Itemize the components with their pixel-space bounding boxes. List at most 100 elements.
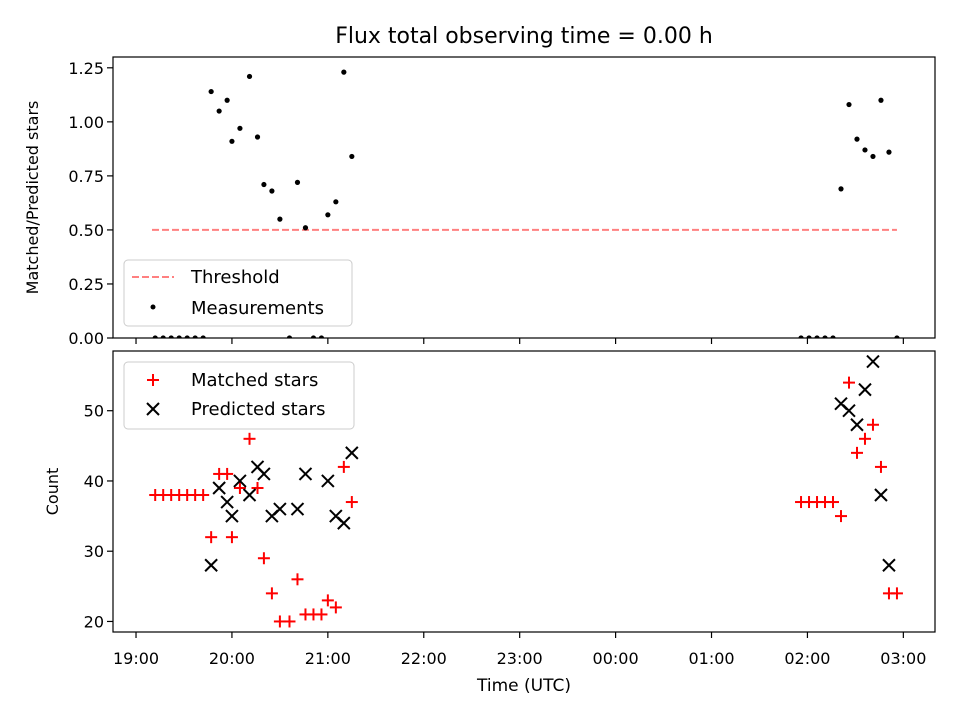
predicted-legend-marker [146, 402, 160, 416]
ratio-y-tick-label: 0.25 [68, 275, 104, 294]
predicted-star-point-b [250, 460, 265, 474]
predicted-star-point [882, 558, 896, 572]
predicted-star-point [242, 488, 257, 502]
ratio-plot-area: 0.00 0.25 0.50 0.75 1.00 1.25 [68, 56, 936, 348]
measurement-point [894, 335, 900, 338]
predicted-star-point [858, 382, 872, 397]
matched-star-point [251, 481, 264, 494]
matched-star-point [337, 460, 350, 473]
count-legend-box [123, 361, 355, 430]
predicted-star-point [220, 495, 234, 509]
matched-star-point [345, 496, 358, 509]
x-tick-label: 19:00 [113, 649, 159, 668]
predicted-star-point [850, 418, 864, 432]
matched-star-point [265, 587, 278, 600]
count-frame [112, 350, 936, 633]
measurement-point [277, 216, 283, 222]
predicted-star-point [257, 467, 271, 481]
predicted-star-point-b [290, 502, 305, 516]
predicted-star-point-b [858, 382, 872, 397]
x-tick-label: 01:00 [688, 649, 734, 668]
measurement-point [224, 97, 230, 103]
ratio-legend: Threshold Measurements [123, 259, 353, 327]
measurement-point [806, 335, 812, 338]
ratio-panel: 0.00 0.25 0.50 0.75 1.00 1.25 Matched/Predict… [23, 56, 936, 348]
ratio-markers [152, 69, 900, 338]
measurement-point [830, 335, 836, 338]
matched-star-point [890, 587, 903, 600]
predicted-star-point-b [321, 474, 335, 488]
measurement-point [192, 335, 198, 338]
measurement-point [886, 149, 892, 155]
matched-legend-marker [147, 374, 159, 386]
ratio-y-tick-label: 0.50 [68, 221, 104, 240]
count-panel: 20 30 40 50 Count Matched stars Predicted s… [43, 350, 936, 638]
x-tick-label: 03:00 [880, 649, 926, 668]
ratio-y-tick-label: 1.25 [68, 59, 104, 78]
measurement-point [798, 335, 804, 338]
x-tick-label: 23:00 [497, 649, 543, 668]
predicted-star-point-b [225, 509, 239, 523]
predicted-star-point [225, 509, 239, 523]
predicted-star-point [345, 446, 359, 460]
matched-star-point [321, 594, 334, 607]
measurement-point [254, 134, 261, 140]
matched-star-point [197, 489, 210, 502]
measurement-point [269, 188, 275, 194]
count-y-tick-label: 40 [84, 472, 104, 491]
chart-title: Flux total observing time = 0.00 h [335, 24, 713, 49]
measurement-point [237, 125, 243, 131]
predicted-star-point [337, 516, 351, 530]
x-tick-label: 20:00 [209, 649, 255, 668]
ratio-y-tick-label: 1.00 [68, 113, 104, 132]
predicted-star-point-b [329, 509, 343, 523]
matched-star-point [835, 510, 848, 523]
measurement-point [878, 97, 884, 103]
predicted-star-point-b [850, 418, 864, 432]
x-tick-label: 22:00 [401, 649, 447, 668]
matched-star-point [283, 615, 296, 628]
measurement-point [216, 108, 222, 114]
predicted-star-point-b [337, 516, 351, 530]
matched-star-point [866, 418, 879, 431]
predicted-star-point-b [298, 467, 313, 481]
predicted-star-point-b [257, 467, 271, 481]
measurement-point [184, 335, 190, 338]
measurement-point [246, 73, 253, 80]
predicted-star-point-b [842, 404, 856, 418]
measurement-point [302, 225, 309, 231]
measurement-point [341, 69, 347, 75]
ratio-legend-box [123, 259, 353, 327]
measurement-point [854, 136, 860, 142]
ratio-frame [112, 56, 936, 339]
measurement-point [294, 179, 301, 185]
measurement-point [176, 335, 182, 338]
matched-star-point [329, 601, 342, 614]
matched-star-point [243, 432, 256, 445]
measurement-point [349, 153, 355, 160]
threshold-legend-label: Threshold [190, 267, 280, 288]
matched-star-point [842, 376, 855, 389]
count-plot-area: 20 30 40 50 [84, 350, 936, 638]
predicted-star-point [866, 354, 880, 369]
count-markers [149, 354, 903, 628]
ratio-y-tick-label: 0.75 [68, 167, 104, 186]
count-y-tick-label: 50 [84, 402, 104, 421]
predicted-legend-label: Predicted stars [191, 399, 325, 420]
measurement-point [333, 199, 339, 205]
measurements-legend-marker [150, 304, 156, 310]
measurement-point [846, 101, 852, 108]
measurement-point [822, 335, 828, 338]
predicted-star-point [290, 502, 305, 516]
x-tick-label: 21:00 [305, 649, 351, 668]
measurement-point [200, 335, 206, 338]
predicted-star-point-b [242, 488, 257, 502]
ratio-y-axis-label: Matched/Predicted stars [23, 101, 42, 295]
matched-star-point [291, 573, 304, 586]
matched-star-point [858, 432, 871, 445]
time-x-axis: 19:00 20:00 21:00 22:00 23:00 00:00 01:00 02:00… [113, 649, 926, 668]
measurement-point [229, 138, 235, 144]
matched-star-point [233, 481, 246, 494]
count-y-tick-label: 30 [84, 542, 104, 561]
